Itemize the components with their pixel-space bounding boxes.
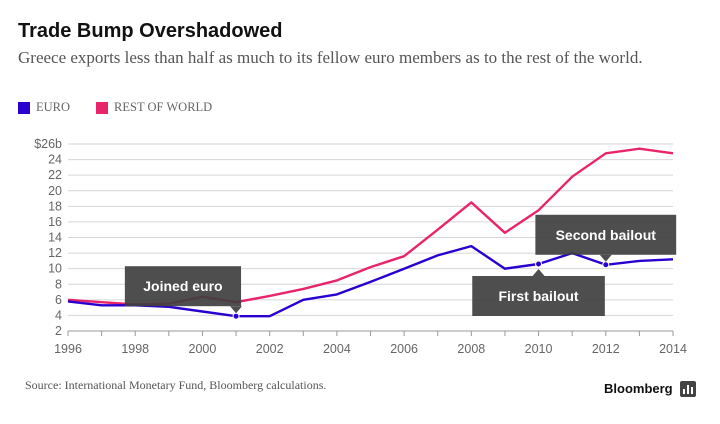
legend-swatch-euro — [18, 101, 30, 114]
y-tick-label: 16 — [48, 215, 62, 229]
legend-label-rest-of-world: REST OF WORLD — [114, 100, 213, 114]
x-tick-label: 2008 — [457, 342, 485, 356]
y-tick-label: 20 — [48, 184, 62, 198]
x-tick-label: 2002 — [256, 342, 284, 356]
annotation-label: Second bailout — [556, 227, 657, 243]
annotation-label: Joined euro — [143, 278, 222, 294]
legend-swatch-rest-of-world — [96, 101, 109, 114]
x-tick-label: 1996 — [54, 342, 82, 356]
x-tick-label: 2006 — [390, 342, 418, 356]
legend: EURO REST OF WORLD — [18, 100, 212, 115]
bloomberg-logo-text: Bloomberg — [604, 381, 673, 396]
annotation-label: First bailout — [498, 288, 578, 304]
y-tick-label: 2 — [55, 324, 62, 338]
y-tick-label: 14 — [48, 231, 62, 245]
legend-item-euro: EURO — [18, 100, 70, 115]
source-note: Source: International Monetary Fund, Blo… — [25, 378, 327, 392]
legend-item-rest-of-world: REST OF WORLD — [96, 100, 212, 115]
y-tick-label: 22 — [48, 168, 62, 182]
annotation-box — [124, 266, 242, 307]
x-tick-label: 2004 — [323, 342, 351, 356]
annotation-pointer — [532, 268, 545, 276]
x-tick-label: 2010 — [525, 342, 553, 356]
y-tick-label: 12 — [48, 246, 62, 260]
annotation-second-bailout: Second bailout — [535, 214, 677, 262]
x-tick-label: 2000 — [189, 342, 217, 356]
legend-label-euro: EURO — [36, 100, 71, 114]
y-tick-label: 8 — [55, 277, 62, 291]
y-tick-label: 10 — [48, 262, 62, 276]
chart-title: Trade Bump Overshadowed — [18, 20, 283, 42]
y-tick-label: $26b — [34, 137, 62, 151]
y-tick-label: 18 — [48, 199, 62, 213]
annotation-point — [232, 312, 240, 320]
y-tick-label: 4 — [55, 308, 62, 322]
y-tick-label: 24 — [48, 153, 62, 167]
annotation-pointer — [599, 254, 612, 262]
annotation-point — [535, 260, 543, 268]
bloomberg-chart-icon — [680, 381, 696, 397]
x-tick-label: 1998 — [121, 342, 149, 356]
chart-subtitle: Greece exports less than half as much to… — [18, 48, 643, 67]
annotation-joined-euro: Joined euro — [124, 266, 243, 314]
annotation-first-bailout: First bailout — [472, 268, 605, 316]
x-tick-label: 2012 — [592, 342, 620, 356]
annotation-pointer — [230, 306, 243, 314]
annotation-box — [472, 275, 605, 316]
annotation-point — [602, 261, 610, 269]
x-tick-label: 2014 — [659, 342, 687, 356]
y-tick-label: 6 — [55, 293, 62, 307]
annotation-box — [535, 214, 677, 255]
